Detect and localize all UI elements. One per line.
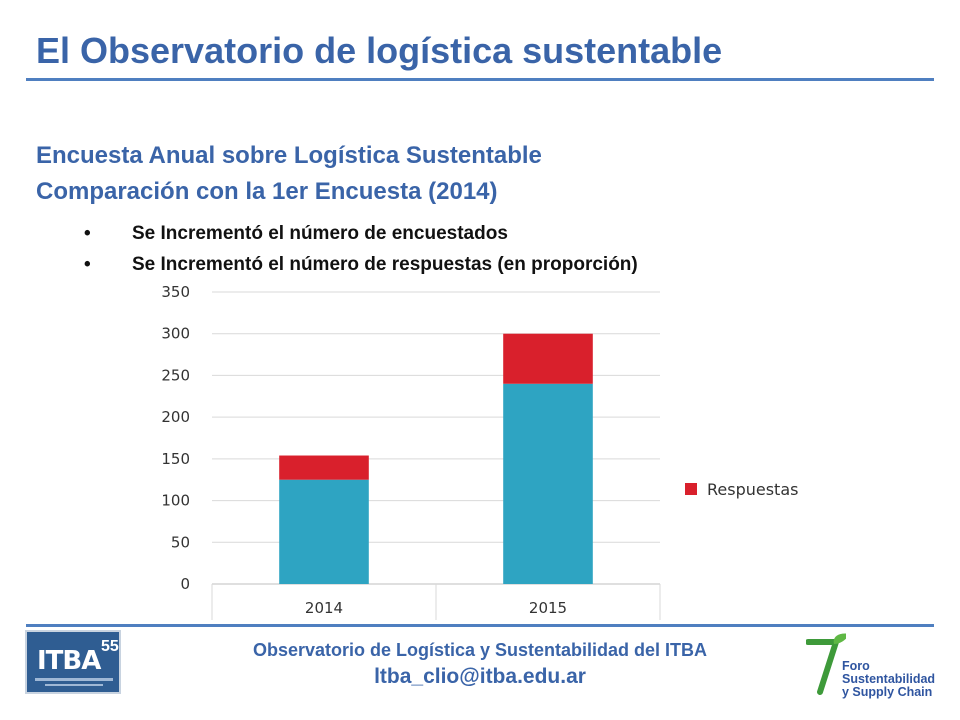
legend-label: Respuestas <box>707 480 798 499</box>
itba-logo-stripe <box>45 684 103 686</box>
foro-logo-line: y Supply Chain <box>842 685 933 699</box>
bullet-icon: • <box>84 254 91 275</box>
subtitle-comparison: Comparación con la 1er Encuesta (2014) <box>36 178 498 205</box>
y-tick-label: 0 <box>180 575 190 593</box>
y-tick-label: 300 <box>161 325 190 343</box>
bullet-item: • Se Incrementó el número de respuestas … <box>84 249 638 280</box>
foro-logo: Foro Sustentabilidad y Supply Chain <box>805 630 940 702</box>
foro-seven-leaf-icon <box>805 633 850 695</box>
stacked-bar-chart: 0 50 100 150 200 250 300 350 2014 2015 Respuestas <box>161 283 798 620</box>
bar-segment-respuestas <box>279 455 369 480</box>
y-tick-label: 350 <box>161 283 190 301</box>
y-tick-label: 150 <box>161 450 190 468</box>
bullet-icon: • <box>84 223 91 244</box>
footer-organization: Observatorio de Logística y Sustentabili… <box>252 640 708 660</box>
x-tick-label: 2015 <box>529 599 567 617</box>
subtitle-survey: Encuesta Anual sobre Logística Sustentab… <box>36 142 542 169</box>
bar-segment-base <box>279 479 369 584</box>
bullet-text: Se Incrementó el número de respuestas (e… <box>132 254 638 275</box>
bullet-item: • Se Incrementó el número de encuestados <box>84 218 638 249</box>
bar-segment-base <box>503 383 593 584</box>
y-tick-label: 200 <box>161 408 190 426</box>
foro-logo-line: Foro <box>842 659 870 673</box>
x-tick-label: 2014 <box>305 599 343 617</box>
slide-title: El Observatorio de logística sustentable <box>36 30 723 71</box>
footer-divider <box>26 624 934 627</box>
y-tick-label: 250 <box>161 366 190 384</box>
bullet-text: Se Incrementó el número de encuestados <box>132 223 508 244</box>
y-tick-label: 100 <box>161 492 190 510</box>
itba-logo-number: 55 <box>101 638 119 655</box>
y-tick-label: 50 <box>171 533 190 551</box>
itba-logo-text: ITBA <box>37 646 101 676</box>
title-divider <box>26 78 934 81</box>
foro-logo-line: Sustentabilidad <box>842 672 936 686</box>
bullet-list: • Se Incrementó el número de encuestados… <box>84 218 638 280</box>
bar-segment-respuestas <box>503 333 593 384</box>
legend-swatch <box>685 483 697 495</box>
itba-logo-stripe <box>35 678 113 681</box>
itba-logo: ITBA 55 <box>25 630 121 694</box>
footer-email: ltba_clio@itba.edu.ar <box>374 665 586 688</box>
